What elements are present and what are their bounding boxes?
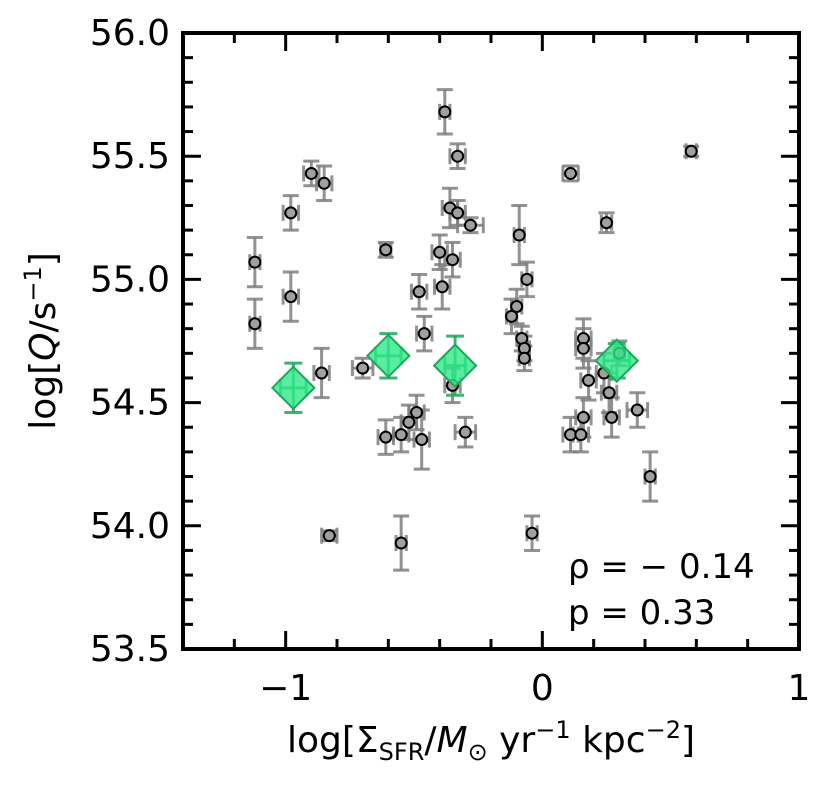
x-tick-label-2: 1 bbox=[788, 668, 811, 709]
data-point-14 bbox=[410, 405, 424, 419]
data-point-0 bbox=[248, 255, 262, 269]
data-point-45 bbox=[602, 386, 616, 400]
data-point-30 bbox=[512, 228, 526, 242]
data-point-4 bbox=[304, 166, 318, 180]
data-point-23 bbox=[451, 149, 465, 163]
errorbar-3 bbox=[281, 270, 300, 323]
data-point-19 bbox=[435, 280, 449, 294]
data-point-9 bbox=[379, 243, 393, 257]
binned-point-0 bbox=[270, 365, 316, 411]
data-point-18 bbox=[433, 245, 447, 259]
data-point-8 bbox=[356, 361, 370, 375]
data-point-13 bbox=[402, 415, 416, 429]
errorbar-layer bbox=[246, 88, 700, 572]
y-tick-label-5: 56.0 bbox=[90, 13, 170, 54]
data-point-36 bbox=[564, 166, 578, 180]
data-point-17 bbox=[417, 327, 431, 341]
data-point-29 bbox=[510, 300, 524, 314]
data-point-16 bbox=[412, 285, 426, 299]
data-point-38 bbox=[574, 428, 588, 442]
data-point-28 bbox=[505, 309, 519, 323]
data-point-15 bbox=[415, 433, 429, 447]
points-layer bbox=[248, 105, 698, 550]
data-point-24 bbox=[451, 206, 465, 220]
binned-point-1 bbox=[365, 333, 411, 379]
data-point-10 bbox=[379, 430, 393, 444]
binned-layer bbox=[270, 333, 640, 411]
data-point-2 bbox=[284, 206, 298, 220]
data-point-34 bbox=[520, 272, 534, 286]
data-point-20 bbox=[438, 105, 452, 119]
y-tick-label-2: 54.5 bbox=[90, 383, 170, 424]
data-point-33 bbox=[517, 351, 531, 365]
rho-annotation: ρ = − 0.14 bbox=[568, 547, 755, 587]
data-point-1 bbox=[248, 317, 262, 331]
y-axis-label: log[Q/s−1] bbox=[19, 252, 64, 430]
data-point-50 bbox=[684, 144, 698, 158]
x-axis-label: log[ΣSFR/M⊙ yr−1 kpc−2] bbox=[287, 716, 695, 766]
data-point-46 bbox=[605, 410, 619, 424]
x-tick-label-1: 0 bbox=[531, 668, 554, 709]
data-point-22 bbox=[446, 253, 459, 267]
data-point-12 bbox=[394, 428, 408, 442]
y-tick-label-1: 54.0 bbox=[90, 506, 170, 547]
tick-labels: −1 0 1 53.5 54.0 54.5 55.0 55.5 56.0 bbox=[90, 13, 811, 709]
y-tick-label-0: 53.5 bbox=[90, 629, 170, 670]
data-point-5 bbox=[317, 176, 331, 190]
data-point-3 bbox=[284, 290, 298, 304]
y-tick-label-4: 55.5 bbox=[90, 136, 170, 177]
data-point-49 bbox=[643, 470, 657, 484]
data-point-11 bbox=[394, 536, 408, 550]
data-point-26 bbox=[458, 425, 472, 439]
data-point-41 bbox=[576, 410, 590, 424]
data-point-7 bbox=[322, 529, 336, 543]
data-point-35 bbox=[525, 526, 539, 540]
p-value-annotation: p = 0.33 bbox=[568, 593, 715, 633]
data-point-27 bbox=[463, 218, 477, 232]
y-tick-label-3: 55.0 bbox=[90, 259, 170, 300]
binned-point-3 bbox=[594, 338, 640, 384]
data-point-6 bbox=[315, 366, 329, 380]
data-point-42 bbox=[582, 373, 596, 387]
data-point-48 bbox=[630, 403, 644, 417]
data-point-40 bbox=[576, 341, 590, 355]
data-point-44 bbox=[600, 216, 613, 230]
binned-point-2 bbox=[432, 343, 478, 389]
plot-frame bbox=[181, 31, 801, 651]
x-tick-label-0: −1 bbox=[259, 668, 312, 709]
